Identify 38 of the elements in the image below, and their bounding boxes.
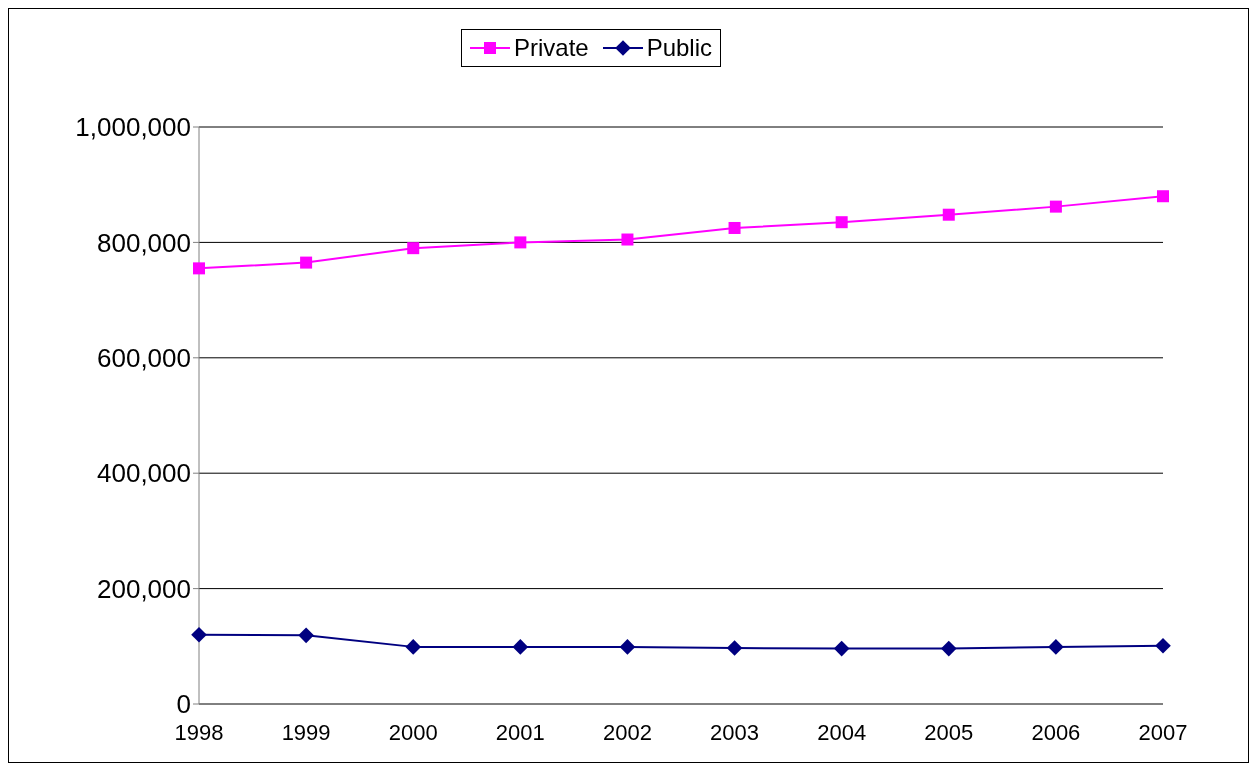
- x-tick-label: 2002: [602, 719, 652, 745]
- x-tick-label: 2001: [495, 719, 545, 745]
- point: [833, 640, 850, 657]
- y-tick-label: 800,000: [97, 227, 191, 258]
- point: [405, 639, 422, 655]
- point: [512, 639, 529, 655]
- point: [1049, 200, 1062, 213]
- x-tick-label: 2005: [924, 719, 974, 745]
- point: [407, 242, 420, 255]
- x-tick-label: 2004: [817, 719, 867, 745]
- point: [728, 221, 741, 234]
- y-tick-label: 400,000: [97, 458, 191, 489]
- point: [1155, 637, 1171, 654]
- point: [1157, 190, 1169, 203]
- y-tick-label: 1,000,000: [75, 112, 191, 143]
- x-tick-label: 2003: [710, 719, 760, 745]
- x-tick-label: 1998: [174, 719, 224, 745]
- x-tick-label: 2007: [1138, 719, 1188, 745]
- y-tick-label: 200,000: [97, 573, 191, 604]
- legend-label: Public: [646, 34, 713, 62]
- point: [300, 256, 313, 269]
- x-tick-label: 2006: [1031, 719, 1081, 745]
- y-tick-label: 0: [176, 689, 191, 720]
- point: [940, 640, 957, 657]
- point: [191, 626, 207, 643]
- point: [621, 233, 634, 246]
- legend-label: Private: [513, 34, 589, 62]
- point: [298, 627, 314, 644]
- point: [1048, 639, 1064, 655]
- point: [942, 208, 955, 221]
- point: [514, 236, 527, 249]
- point: [619, 639, 636, 655]
- point: [835, 216, 848, 229]
- y-tick-label: 600,000: [97, 343, 191, 374]
- x-tick-label: 2000: [388, 719, 438, 745]
- x-tick-label: 1999: [281, 719, 331, 745]
- point: [726, 640, 743, 656]
- point: [193, 262, 205, 275]
